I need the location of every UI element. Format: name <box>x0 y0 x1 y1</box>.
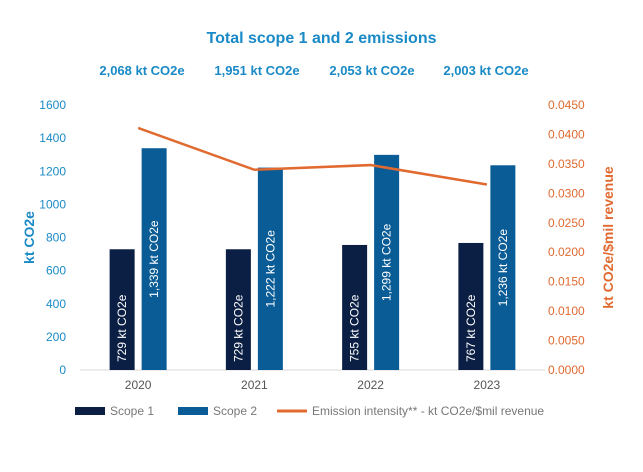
y2-tick-label: 0.0050 <box>548 334 585 348</box>
legend-label: Emission intensity** - kt CO2e/$mil reve… <box>312 404 544 418</box>
y2-tick-label: 0.0400 <box>548 127 585 141</box>
bar-data-label: 1,339 kt CO2e <box>147 220 161 298</box>
y-tick-label: 200 <box>46 330 66 344</box>
y2-tick-label: 0.0200 <box>548 245 585 259</box>
y2-tick-label: 0.0250 <box>548 216 585 230</box>
bar-data-label: 1,236 kt CO2e <box>496 229 510 307</box>
chart-title: Total scope 1 and 2 emissions <box>206 30 437 47</box>
bar-scope1-2021 <box>225 249 251 370</box>
y-tick-label: 400 <box>46 297 66 311</box>
y-tick-label: 800 <box>46 231 66 245</box>
y2-tick-label: 0.0000 <box>548 363 585 377</box>
total-label-2023: 2,003 kt CO2e <box>443 63 529 78</box>
y2-tick-label: 0.0100 <box>548 304 585 318</box>
y-tick-label: 1200 <box>39 164 66 178</box>
x-tick-label: 2020 <box>125 378 152 392</box>
y-tick-label: 600 <box>46 264 66 278</box>
y-tick-label: 1600 <box>39 98 66 112</box>
bar-scope1-2020 <box>109 249 135 370</box>
y-axis-title: kt CO2e <box>21 211 37 264</box>
y2-tick-label: 0.0450 <box>548 98 585 112</box>
x-tick-label: 2021 <box>241 378 268 392</box>
bar-scope2-2020 <box>141 148 167 370</box>
y2-tick-label: 0.0150 <box>548 275 585 289</box>
bar-scope1-2022 <box>342 244 368 370</box>
legend-swatch <box>75 407 105 415</box>
bar-data-label: 755 kt CO2e <box>348 294 362 362</box>
y2-tick-label: 0.0350 <box>548 157 585 171</box>
legend-label: Scope 2 <box>213 404 257 418</box>
bar-data-label: 1,299 kt CO2e <box>380 223 394 301</box>
x-tick-label: 2023 <box>474 378 501 392</box>
legend-label: Scope 1 <box>110 404 154 418</box>
bar-scope2-2021 <box>257 167 283 370</box>
bar-data-label: 767 kt CO2e <box>464 294 478 362</box>
legend-swatch <box>178 407 208 415</box>
bar-scope1-2023 <box>458 242 484 370</box>
x-tick-label: 2022 <box>357 378 384 392</box>
total-label-2020: 2,068 kt CO2e <box>99 63 185 78</box>
y2-axis-title: kt CO2e/$mil revenue <box>600 166 616 309</box>
bar-scope2-2022 <box>374 154 400 370</box>
bar-scope2-2023 <box>490 165 516 370</box>
bar-data-label: 1,222 kt CO2e <box>263 230 277 308</box>
bar-data-label: 729 kt CO2e <box>115 294 129 362</box>
total-label-2021: 1,951 kt CO2e <box>214 63 300 78</box>
y-tick-label: 1400 <box>39 131 66 145</box>
intensity-line <box>137 126 488 186</box>
y-tick-label: 1000 <box>39 197 66 211</box>
total-label-2022: 2,053 kt CO2e <box>329 63 415 78</box>
y2-tick-label: 0.0300 <box>548 186 585 200</box>
y-tick-label: 0 <box>59 363 66 377</box>
bar-data-label: 729 kt CO2e <box>231 294 245 362</box>
